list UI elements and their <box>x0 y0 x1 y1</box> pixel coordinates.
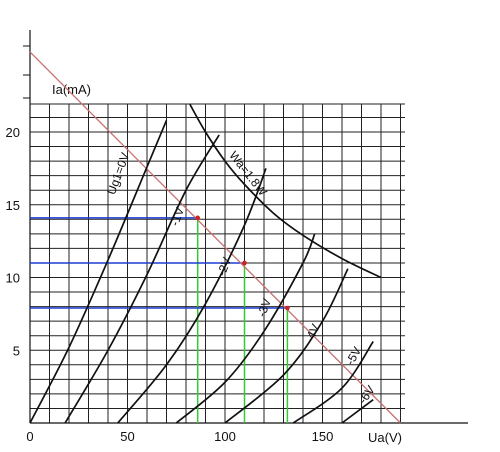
grid-voltage-curve <box>224 268 349 424</box>
grid-voltage-curve <box>29 120 168 424</box>
grid-voltage-curve <box>341 399 374 424</box>
grid <box>29 103 405 423</box>
x-tick-label: 50 <box>120 429 134 444</box>
grid-voltage-curve <box>292 341 374 424</box>
load-line <box>29 51 401 424</box>
x-axis-title: Ua(V) <box>368 430 402 445</box>
y-tick-label: 5 <box>13 343 20 358</box>
operating-point-guides <box>30 217 289 423</box>
curve-label: -2V <box>214 255 234 277</box>
x-tick-label: 0 <box>26 429 33 444</box>
operating-points-layer <box>195 215 290 311</box>
curve-label: -3V <box>254 296 274 318</box>
grid-voltage-curve <box>64 134 220 424</box>
grid-voltage-curve <box>175 233 316 424</box>
grid-voltage-curve <box>117 168 267 424</box>
operating-point <box>285 305 290 311</box>
y-tick-label: 15 <box>6 198 20 213</box>
power-limit-curve <box>189 103 382 279</box>
characteristic-curves <box>29 103 382 424</box>
axes: 0 50 100 150 5 10 15 20 Ua(V) Ia(mA) <box>6 30 468 445</box>
operating-point <box>242 260 247 266</box>
load-line-layer <box>29 51 401 424</box>
x-tick-label: 150 <box>312 429 334 444</box>
x-tick-label: 100 <box>214 429 236 444</box>
y-tick-label: 10 <box>6 271 20 286</box>
curve-label: -1V <box>167 205 187 227</box>
y-axis-title: Ia(mA) <box>52 82 91 97</box>
curve-label: -6V <box>356 383 378 406</box>
operating-point <box>195 215 200 221</box>
y-tick-label: 20 <box>6 125 20 140</box>
